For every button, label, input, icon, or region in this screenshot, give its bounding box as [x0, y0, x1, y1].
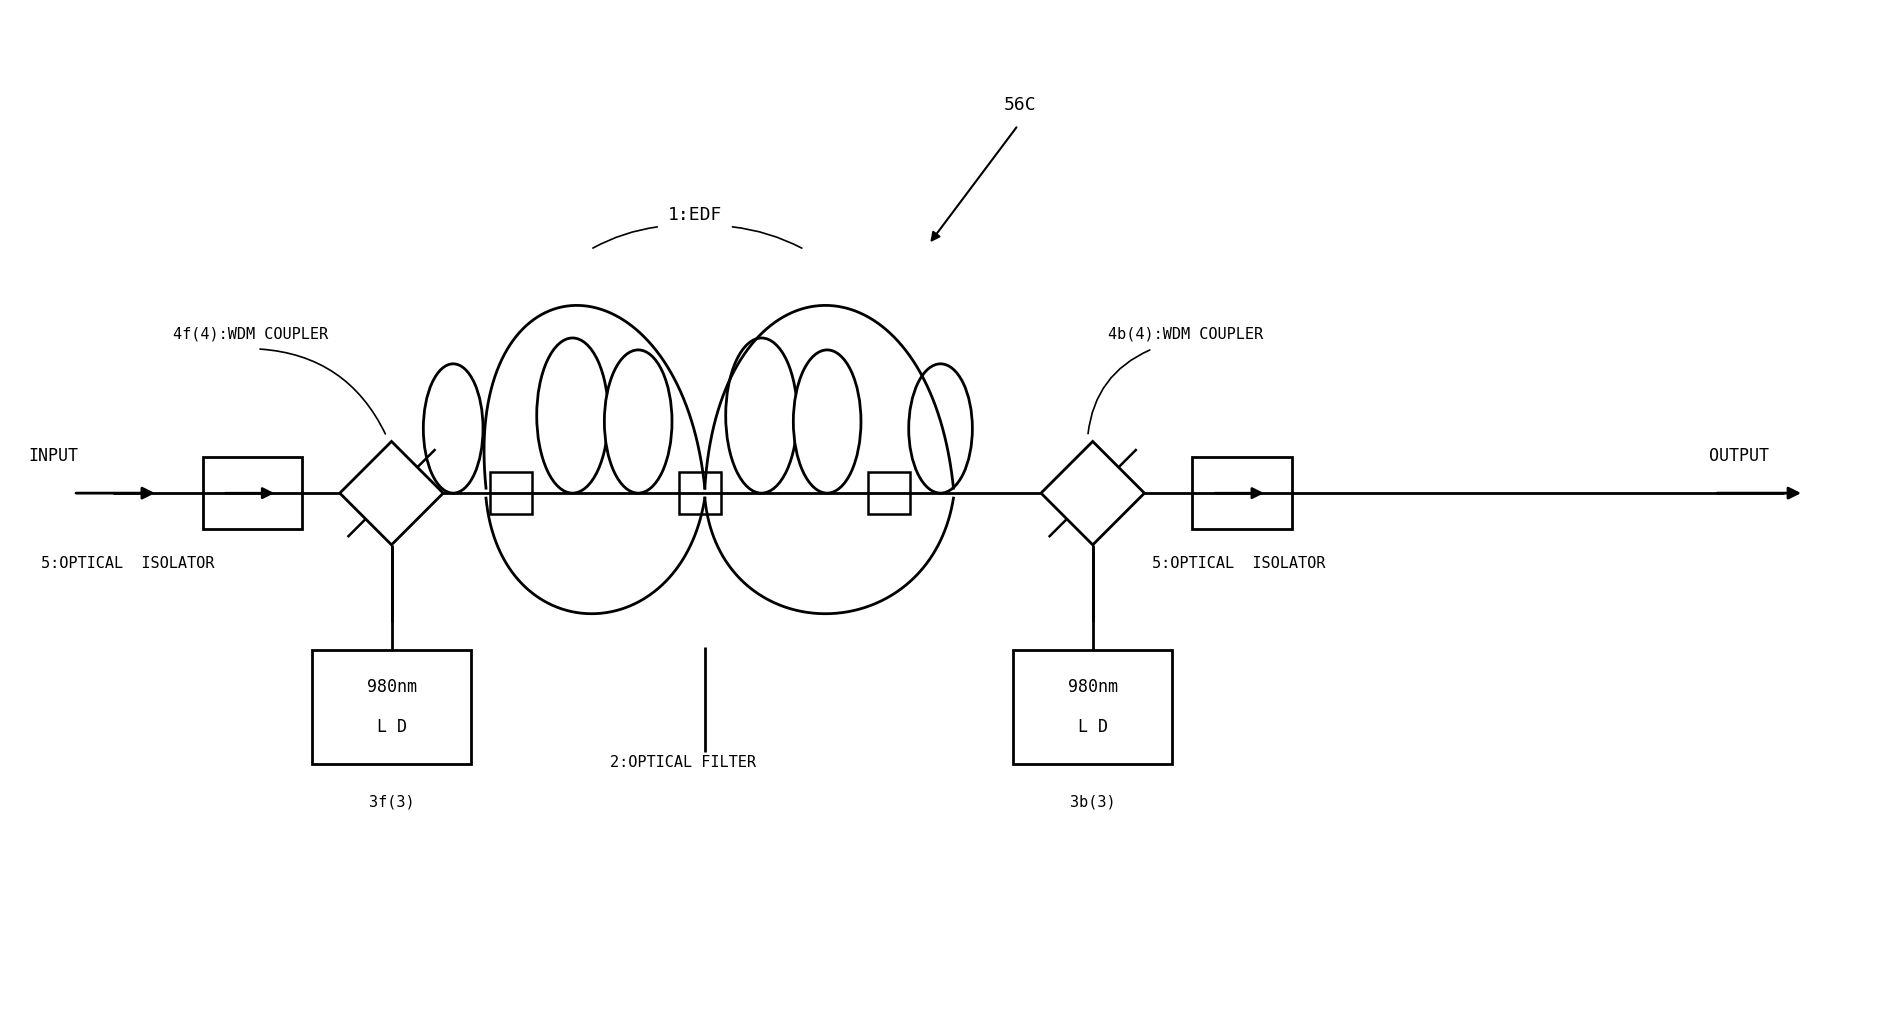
Polygon shape — [1041, 441, 1144, 544]
Bar — [1191, 458, 1292, 529]
Ellipse shape — [605, 350, 672, 493]
Text: 2:OPTICAL FILTER: 2:OPTICAL FILTER — [611, 755, 757, 770]
Text: 980nm: 980nm — [366, 678, 417, 696]
Text: 56C: 56C — [1004, 96, 1036, 115]
Text: 3b(3): 3b(3) — [1070, 794, 1115, 810]
Text: INPUT: INPUT — [28, 447, 78, 465]
Bar — [679, 472, 721, 514]
Ellipse shape — [537, 338, 609, 493]
Text: 5:OPTICAL  ISOLATOR: 5:OPTICAL ISOLATOR — [1151, 556, 1326, 570]
Bar — [489, 472, 531, 514]
Bar — [203, 458, 302, 529]
Bar — [869, 472, 911, 514]
Text: OUTPUT: OUTPUT — [1709, 447, 1770, 465]
Ellipse shape — [793, 350, 861, 493]
Text: 980nm: 980nm — [1068, 678, 1117, 696]
Polygon shape — [340, 441, 444, 544]
Ellipse shape — [909, 364, 973, 493]
Text: 1:EDF: 1:EDF — [668, 206, 723, 223]
Text: 4f(4):WDM COUPLER: 4f(4):WDM COUPLER — [173, 327, 328, 342]
Text: 5:OPTICAL  ISOLATOR: 5:OPTICAL ISOLATOR — [42, 556, 214, 570]
Bar — [1013, 650, 1172, 764]
Text: L D: L D — [376, 718, 406, 735]
Bar — [311, 650, 470, 764]
Text: 3f(3): 3f(3) — [368, 794, 414, 810]
Ellipse shape — [423, 364, 484, 493]
Text: L D: L D — [1077, 718, 1108, 735]
Ellipse shape — [727, 338, 797, 493]
Text: 4b(4):WDM COUPLER: 4b(4):WDM COUPLER — [1108, 327, 1263, 342]
